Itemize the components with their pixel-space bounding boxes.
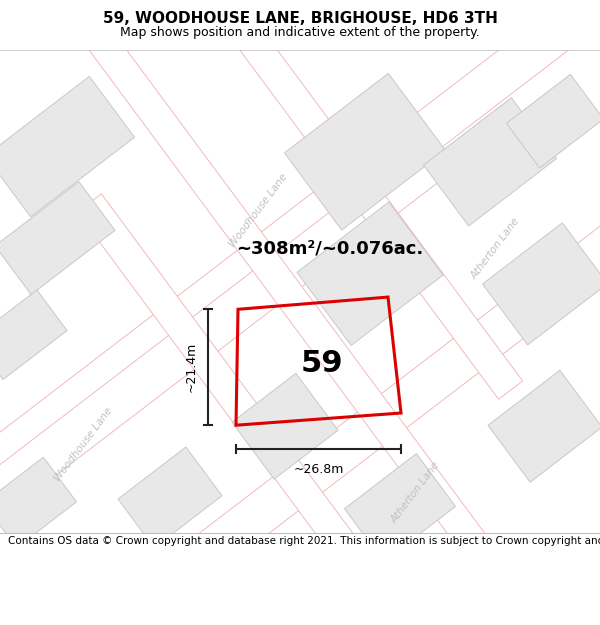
Text: 59: 59 bbox=[301, 349, 343, 378]
Polygon shape bbox=[0, 134, 457, 625]
Polygon shape bbox=[0, 0, 600, 556]
Polygon shape bbox=[344, 454, 455, 561]
Text: Atherton Lane: Atherton Lane bbox=[389, 460, 441, 525]
Polygon shape bbox=[77, 0, 523, 399]
Polygon shape bbox=[0, 182, 115, 294]
Polygon shape bbox=[108, 52, 600, 625]
Text: Woodhouse Lane: Woodhouse Lane bbox=[227, 172, 289, 249]
Text: ~308m²/~0.076ac.: ~308m²/~0.076ac. bbox=[236, 239, 424, 258]
Polygon shape bbox=[424, 98, 556, 226]
Text: 59, WOODHOUSE LANE, BRIGHOUSE, HD6 3TH: 59, WOODHOUSE LANE, BRIGHOUSE, HD6 3TH bbox=[103, 11, 497, 26]
Text: Map shows position and indicative extent of the property.: Map shows position and indicative extent… bbox=[120, 26, 480, 39]
Text: Contains OS data © Crown copyright and database right 2021. This information is : Contains OS data © Crown copyright and d… bbox=[8, 536, 600, 546]
Polygon shape bbox=[506, 74, 600, 168]
Text: Woodhouse Lane: Woodhouse Lane bbox=[52, 406, 114, 483]
Text: ~21.4m: ~21.4m bbox=[185, 342, 198, 392]
Text: Atherton Lane: Atherton Lane bbox=[469, 216, 521, 281]
Polygon shape bbox=[482, 223, 600, 345]
Polygon shape bbox=[297, 202, 443, 346]
Polygon shape bbox=[488, 370, 600, 482]
Polygon shape bbox=[0, 458, 76, 548]
Polygon shape bbox=[284, 73, 445, 230]
Polygon shape bbox=[77, 16, 523, 602]
Polygon shape bbox=[77, 194, 523, 625]
Polygon shape bbox=[0, 290, 67, 379]
Polygon shape bbox=[232, 373, 338, 479]
Polygon shape bbox=[0, 76, 134, 217]
Polygon shape bbox=[118, 447, 222, 548]
Text: ~26.8m: ~26.8m bbox=[293, 463, 344, 476]
